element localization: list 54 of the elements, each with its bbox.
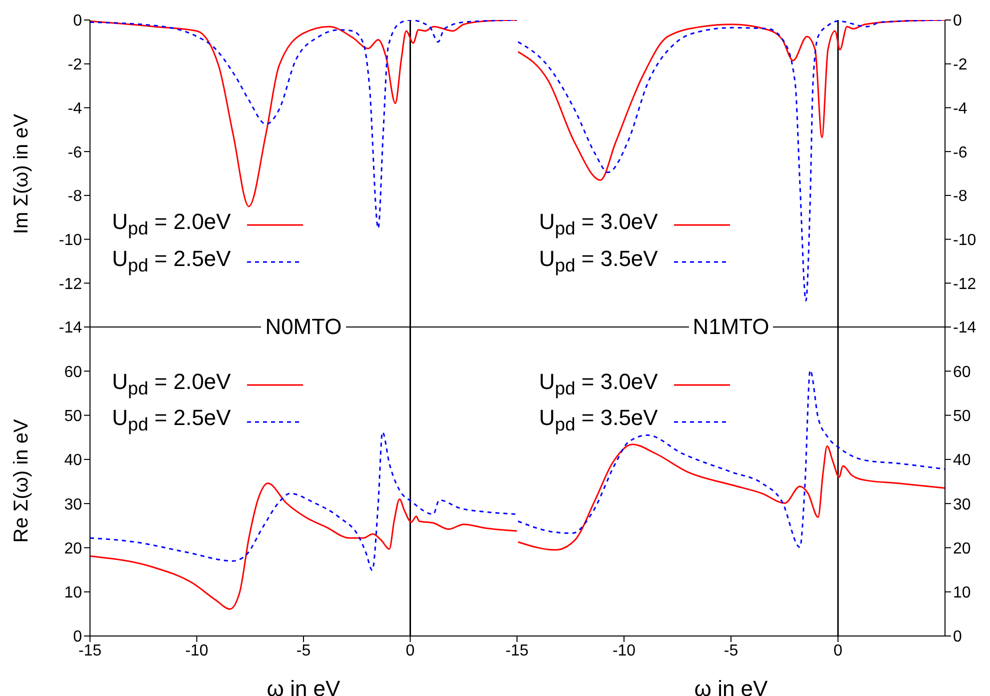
y-axis-title: Re Σ(ω) in eV [10, 418, 32, 543]
x-tick-label: 0 [834, 642, 843, 660]
line-series [90, 482, 517, 610]
x-tick-label: -5 [724, 642, 738, 660]
y-axis-title: Im Σ(ω) in eV [10, 113, 32, 234]
y-tick-label: -4 [68, 100, 82, 118]
y-tick-label: 40 [64, 452, 82, 470]
y-tick-label: -12 [953, 276, 976, 293]
x-tick-label: 0 [406, 642, 415, 660]
y-tick-label: 20 [64, 540, 82, 558]
y-tick-label: -6 [953, 144, 968, 162]
chart-title: N0MTO [261, 314, 346, 339]
y-tick-label: -6 [68, 144, 82, 162]
y-tick-label: 50 [64, 408, 82, 425]
legend-label: U$_{pd}$ = 3.5eV [539, 244, 658, 278]
legend-label: U$_{pd}$ = 2.5eV [112, 404, 231, 437]
legend-label: U$_{pd}$ = 3.0eV [539, 208, 658, 241]
x-tick-label: -15 [505, 642, 529, 660]
y-tick-label: -14 [953, 320, 976, 337]
line-series [517, 444, 945, 551]
line-series [517, 20, 945, 181]
y-tick-label: 30 [953, 496, 971, 514]
legend-label: U$_{pd}$ = 3.5eV [539, 404, 658, 437]
y-tick-label: 30 [64, 496, 82, 514]
x-tick-label: -10 [612, 642, 636, 660]
legend-label: U$_{pd}$ = 3.0eV [539, 368, 658, 400]
y-tick-label: -2 [68, 56, 82, 74]
y-tick-label: 20 [953, 540, 971, 558]
y-tick-label: 0 [953, 628, 962, 646]
y-tick-label: -8 [953, 188, 968, 206]
y-tick-label: 40 [953, 452, 971, 470]
x-axis-title: ω in eV [694, 676, 768, 696]
y-tick-label: 60 [953, 364, 971, 381]
x-axis-title: ω in eV [266, 676, 341, 696]
legend-label: U$_{pd}$ = 2.0eV [112, 368, 231, 400]
y-tick-label: 50 [953, 408, 971, 425]
y-tick-label: -10 [953, 232, 976, 249]
x-tick-label: -10 [185, 642, 208, 660]
y-tick-label: -12 [58, 276, 82, 293]
y-tick-label: -14 [58, 320, 82, 337]
y-tick-label: -2 [953, 56, 968, 74]
y-tick-label: 10 [64, 584, 82, 602]
y-tick-label: -10 [58, 232, 82, 249]
y-tick-label: 60 [64, 364, 82, 381]
y-tick-label: 10 [953, 584, 971, 602]
x-tick-label: -5 [296, 642, 311, 660]
y-tick-label: 0 [73, 12, 82, 30]
y-tick-label: 0 [953, 12, 962, 30]
line-series [517, 370, 945, 548]
legend-label: U$_{pd}$ = 2.0eV [112, 208, 231, 241]
y-tick-label: -8 [68, 188, 82, 206]
chart-title: N1MTO [688, 314, 774, 339]
y-tick-label: -4 [953, 100, 968, 118]
legend-label: U$_{pd}$ = 2.5eV [112, 244, 231, 278]
